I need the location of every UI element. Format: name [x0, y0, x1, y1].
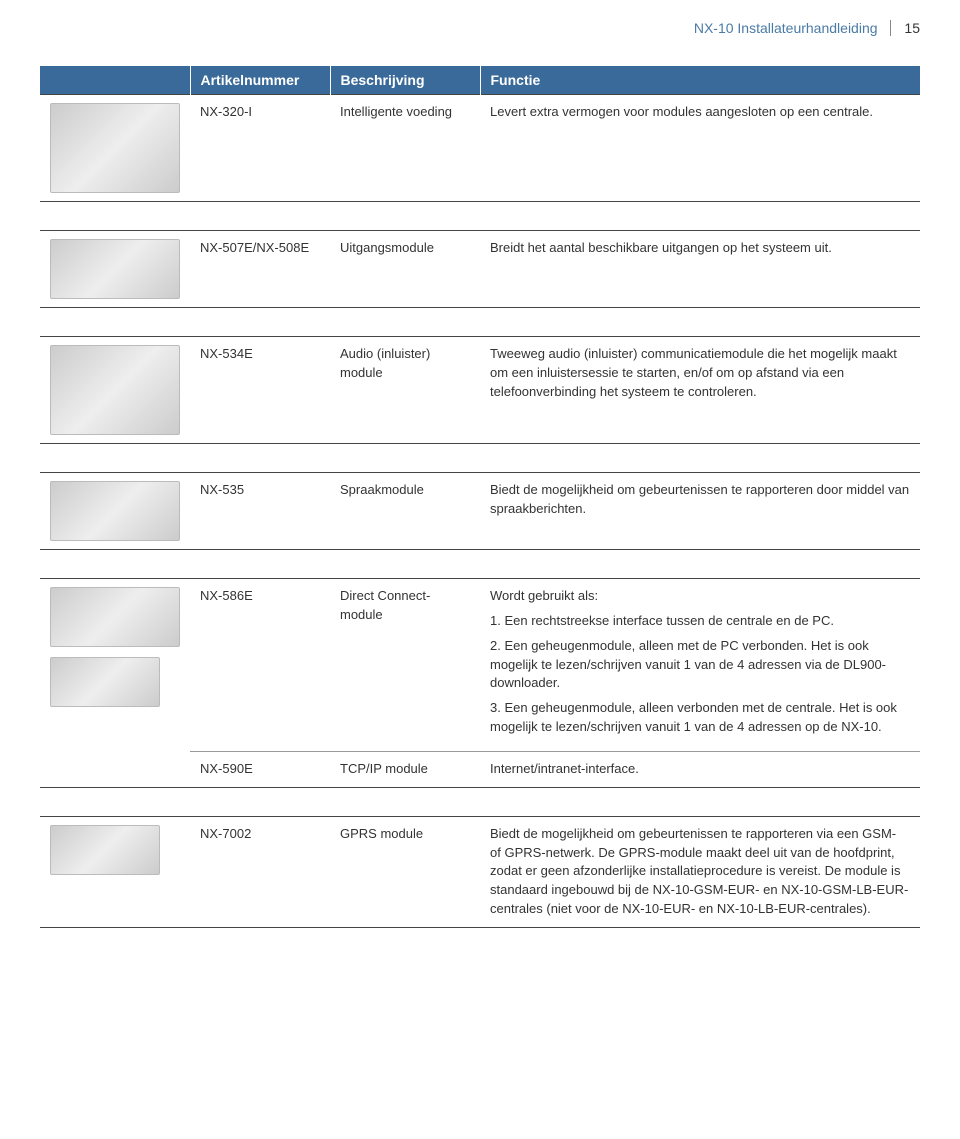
- func-item: 1. Een rechtstreekse interface tussen de…: [490, 612, 910, 631]
- cell-desc: Spraakmodule: [330, 473, 480, 550]
- col-header-blank: [40, 66, 190, 95]
- cell-art: NX-534E: [190, 337, 330, 444]
- module-table-3: NX-534E Audio (inluister) module Tweeweg…: [40, 336, 920, 444]
- cell-func: Wordt gebruikt als: 1. Een rechtstreekse…: [480, 579, 920, 752]
- product-image: [50, 825, 160, 875]
- product-image: [50, 103, 180, 193]
- table-row: NX-320-I Intelligente voeding Levert ext…: [40, 95, 920, 202]
- cell-art: NX-7002: [190, 816, 330, 927]
- table-row: NX-535 Spraakmodule Biedt de mogelijkhei…: [40, 473, 920, 550]
- module-table-6: NX-7002 GPRS module Biedt de mogelijkhei…: [40, 816, 920, 928]
- col-header-artikelnummer: Artikelnummer: [190, 66, 330, 95]
- cell-func: Biedt de mogelijkheid om gebeurtenissen …: [480, 473, 920, 550]
- product-image: [50, 587, 180, 647]
- func-item: 3. Een geheugenmodule, alleen verbonden …: [490, 699, 910, 737]
- module-table-5: NX-586E Direct Connect-module Wordt gebr…: [40, 578, 920, 788]
- cell-func: Breidt het aantal beschikbare uitgangen …: [480, 231, 920, 308]
- cell-desc: Uitgangsmodule: [330, 231, 480, 308]
- table-row: NX-534E Audio (inluister) module Tweeweg…: [40, 337, 920, 444]
- table-row: NX-586E Direct Connect-module Wordt gebr…: [40, 579, 920, 752]
- page-header: NX-10 Installateurhandleiding 15: [40, 20, 920, 36]
- cell-art: NX-590E: [190, 751, 330, 787]
- table-row: NX-507E/NX-508E Uitgangsmodule Breidt he…: [40, 231, 920, 308]
- product-image: [50, 345, 180, 435]
- cell-desc: Intelligente voeding: [330, 95, 480, 202]
- module-table-1: Artikelnummer Beschrijving Functie NX-32…: [40, 66, 920, 202]
- module-table-4: NX-535 Spraakmodule Biedt de mogelijkhei…: [40, 472, 920, 550]
- func-intro: Wordt gebruikt als:: [490, 587, 910, 606]
- cell-func: Internet/intranet-interface.: [480, 751, 920, 787]
- module-table-2: NX-507E/NX-508E Uitgangsmodule Breidt he…: [40, 230, 920, 308]
- cell-art: NX-507E/NX-508E: [190, 231, 330, 308]
- col-header-functie: Functie: [480, 66, 920, 95]
- func-item: 2. Een geheugenmodule, alleen met de PC …: [490, 637, 910, 694]
- table-row: NX-7002 GPRS module Biedt de mogelijkhei…: [40, 816, 920, 927]
- product-image: [50, 239, 180, 299]
- cell-func: Levert extra vermogen voor modules aange…: [480, 95, 920, 202]
- product-image: [50, 481, 180, 541]
- cell-desc: GPRS module: [330, 816, 480, 927]
- cell-desc: Audio (inluister) module: [330, 337, 480, 444]
- doc-title: NX-10 Installateurhandleiding: [694, 20, 891, 36]
- cell-art: NX-320-I: [190, 95, 330, 202]
- cell-art: NX-586E: [190, 579, 330, 752]
- cell-art: NX-535: [190, 473, 330, 550]
- table-header-row: Artikelnummer Beschrijving Functie: [40, 66, 920, 95]
- product-image: [50, 657, 160, 707]
- cell-desc: Direct Connect-module: [330, 579, 480, 752]
- cell-func: Biedt de mogelijkheid om gebeurtenissen …: [480, 816, 920, 927]
- page-number: 15: [904, 20, 920, 36]
- col-header-beschrijving: Beschrijving: [330, 66, 480, 95]
- cell-func: Tweeweg audio (inluister) communicatiemo…: [480, 337, 920, 444]
- cell-desc: TCP/IP module: [330, 751, 480, 787]
